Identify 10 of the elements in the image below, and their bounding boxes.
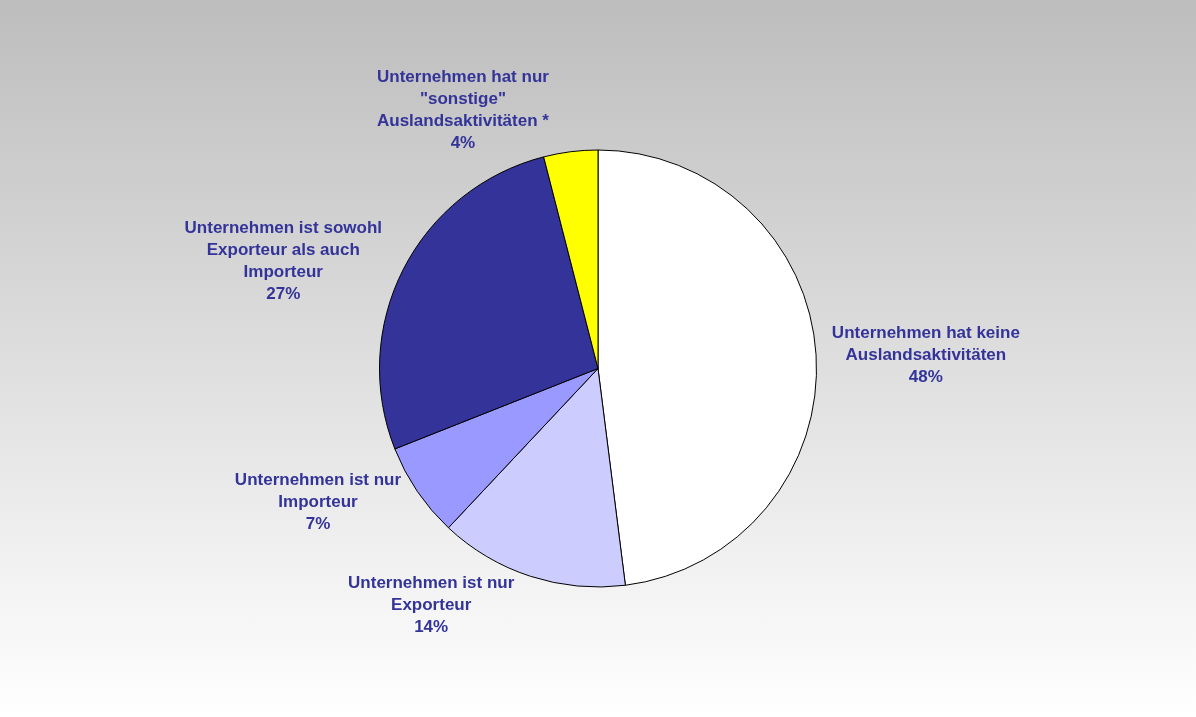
slice-label: Unternehmen ist sowohl Exporteur als auch Importeur <box>184 217 382 282</box>
slice-label: Unternehmen hat nur "sonstige" Auslandsaktivitäten * <box>376 67 550 131</box>
data-label: 14% <box>414 617 449 637</box>
data-label: 48% <box>908 367 943 387</box>
slice-label: Unternehmen hat keine Auslandsaktivitäten <box>831 323 1020 365</box>
data-label: 27% <box>266 284 301 304</box>
data-label: 4% <box>450 133 476 153</box>
data-label: 7% <box>305 513 331 533</box>
slice-label: Unternehmen ist nur Exporteur <box>348 573 515 615</box>
slice-label: Unternehmen ist nur Importeur <box>234 469 402 511</box>
